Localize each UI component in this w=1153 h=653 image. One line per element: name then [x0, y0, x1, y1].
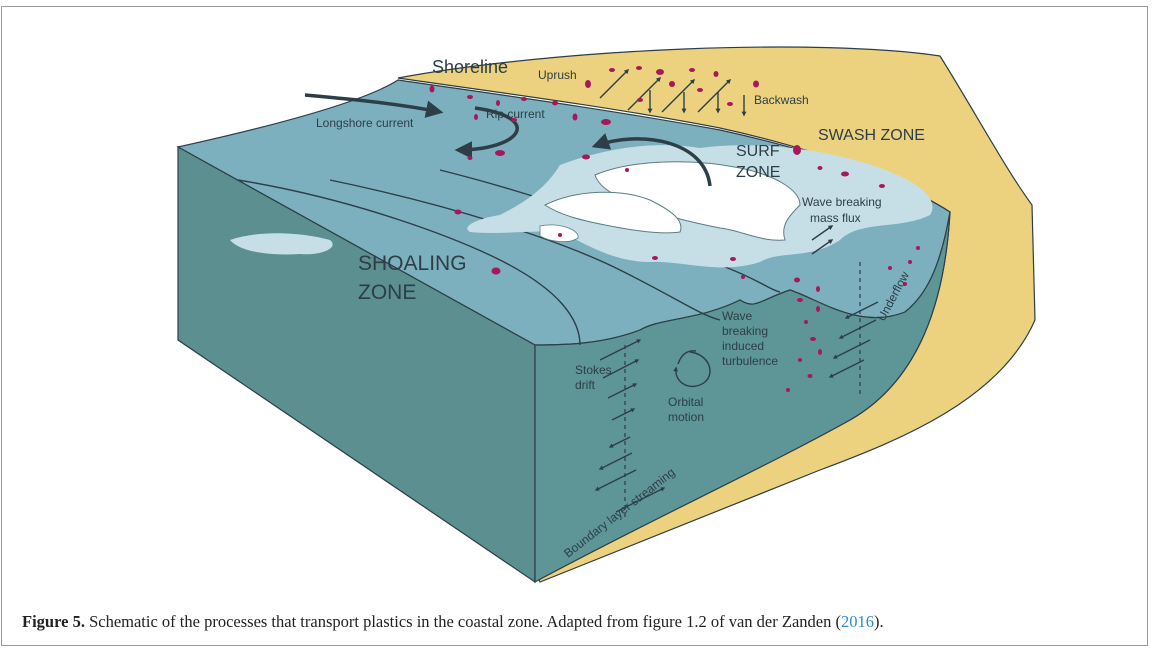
rip-current-arrow [454, 106, 519, 159]
label-mass-flux: Wave breaking [802, 195, 882, 209]
label-longshore-current: Longshore current [316, 116, 414, 130]
underflow-arrow [832, 339, 871, 359]
stokes-arrow [598, 452, 633, 470]
longshore-current-arrow [304, 93, 444, 118]
label-wave-turbulence: induced [722, 339, 764, 353]
caption-figure-label: Figure 5. [22, 612, 85, 631]
stokes-arrow [611, 408, 636, 421]
stokes-arrow [608, 436, 631, 448]
stokes-arrow [594, 469, 637, 491]
caption-text: Schematic of the processes that transpor… [84, 612, 841, 631]
label-surf-zone: ZONE [736, 164, 780, 181]
stokes-arrow [599, 339, 642, 361]
label-mass-flux: mass flux [810, 211, 861, 225]
label-rip-current: Rip current [486, 107, 545, 121]
label-surf-zone: SURF [736, 143, 780, 160]
coastal-zone-diagram: Shoreline Uprush Backwash SWASH ZONE Lon… [176, 46, 1036, 584]
stokes-arrow [602, 359, 640, 379]
label-backwash: Backwash [754, 93, 809, 107]
wave-crest-line [329, 179, 721, 321]
figure-caption: Figure 5. Schematic of the processes tha… [22, 612, 1132, 632]
label-wave-turbulence: breaking [722, 324, 768, 338]
label-orbital-motion: motion [668, 410, 704, 424]
stokes-arrow [607, 383, 638, 399]
label-orbital-motion: Orbital [668, 395, 703, 409]
label-wave-turbulence: Wave [722, 309, 753, 323]
label-stokes-drift: drift [575, 378, 596, 392]
label-shoreline: Shoreline [432, 57, 508, 77]
breaking-wave-crest [544, 191, 682, 234]
label-wave-turbulence: turbulence [722, 354, 778, 368]
boundary-streaming-arrow [615, 487, 666, 513]
underflow-arrow [844, 301, 879, 319]
uprush-arrow [697, 78, 732, 113]
underflow-arrow [828, 359, 865, 378]
uprush-arrow [661, 78, 696, 113]
sea-side-face [534, 211, 951, 584]
label-uprush: Uprush [538, 68, 577, 82]
surf-foam [230, 233, 333, 255]
wave-crest-line [237, 179, 581, 346]
plastic-particles [429, 66, 920, 392]
surf-return-arrow [591, 133, 712, 187]
underflow-arrow [838, 319, 877, 339]
mass-flux-arrow [811, 239, 834, 255]
uprush-arrow [599, 68, 630, 99]
mass-flux-arrow [811, 225, 834, 241]
label-shoaling-zone: SHOALING [358, 252, 467, 275]
label-swash-zone: SWASH ZONE [818, 127, 925, 144]
label-shoaling-zone: ZONE [358, 281, 416, 304]
orbital-motion-loop [673, 351, 711, 387]
orbital-motion-loop [677, 350, 697, 365]
label-stokes-drift: Stokes [575, 363, 612, 377]
caption-end: ). [873, 612, 884, 631]
citation-year-link[interactable]: 2016 [840, 612, 874, 631]
uprush-arrow [627, 76, 662, 111]
